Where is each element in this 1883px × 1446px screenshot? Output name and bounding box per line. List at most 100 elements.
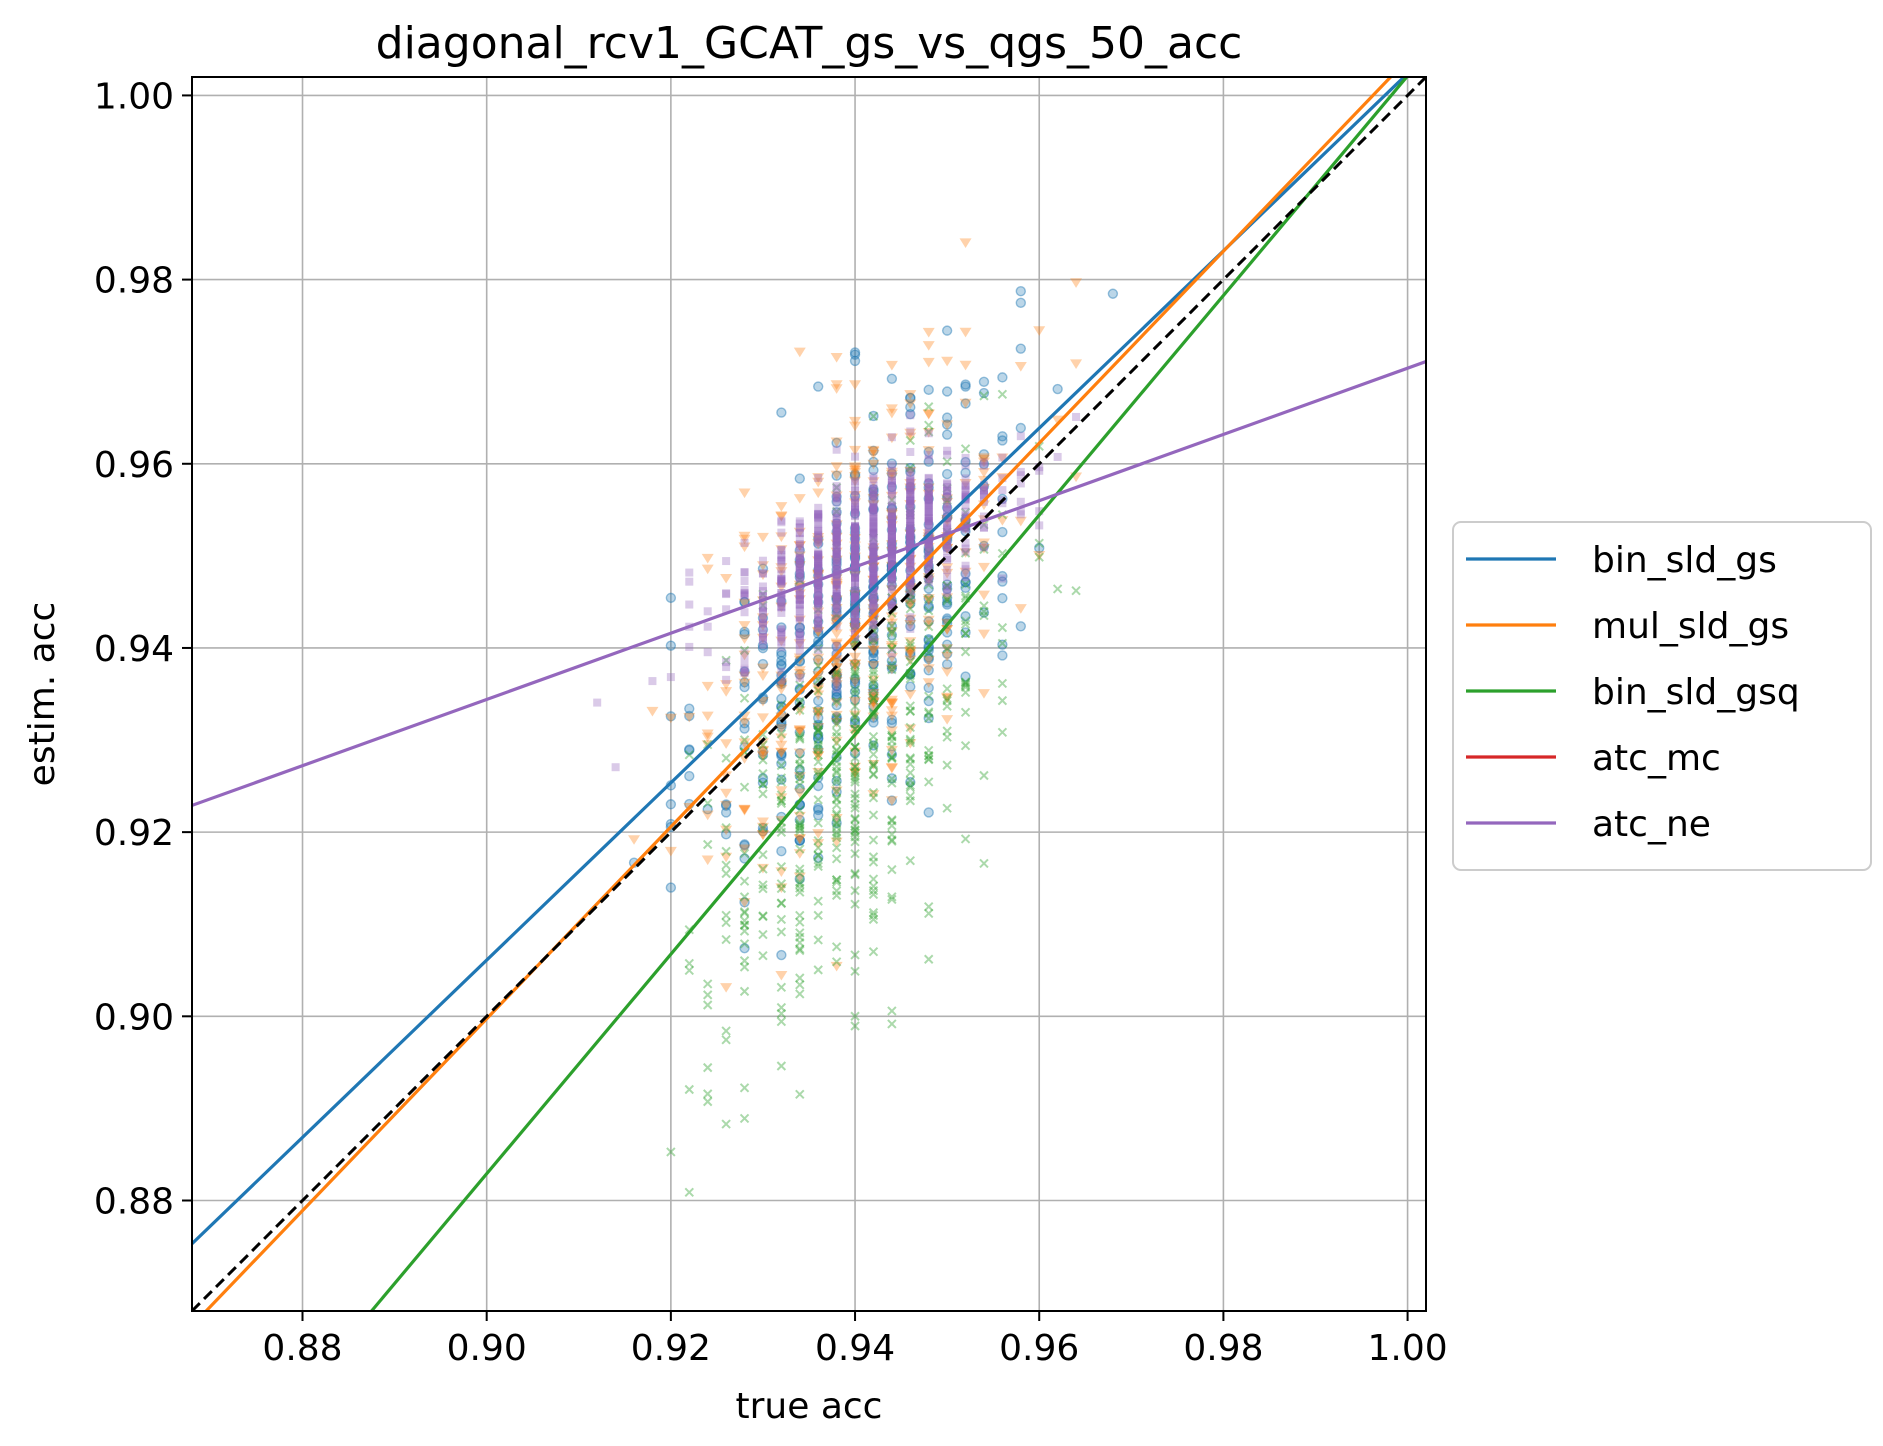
scatter-point bbox=[756, 830, 769, 840]
scatter-point bbox=[758, 911, 768, 922]
scatter-point bbox=[941, 563, 954, 573]
scatter-point bbox=[887, 544, 896, 553]
scatter-point bbox=[942, 457, 952, 467]
scatter-point bbox=[959, 327, 972, 338]
scatter-point bbox=[832, 528, 841, 537]
scatter-point bbox=[868, 669, 879, 680]
scatter-point bbox=[942, 803, 952, 813]
scatter-point bbox=[869, 594, 878, 603]
y-tick-label: 0.98 bbox=[94, 261, 174, 302]
scatter-point bbox=[922, 664, 935, 674]
scatter-point bbox=[868, 695, 879, 705]
scatter-point bbox=[814, 573, 823, 582]
scatter-point bbox=[851, 545, 860, 554]
scatter-point bbox=[887, 433, 896, 442]
scatter-point bbox=[851, 521, 860, 530]
scatter-point bbox=[887, 536, 896, 545]
scatter-point bbox=[869, 564, 878, 573]
scatter-point bbox=[813, 381, 824, 392]
scatter-point bbox=[813, 935, 823, 945]
scatter-point bbox=[887, 512, 896, 521]
scatter-point bbox=[831, 641, 842, 652]
scatter-point bbox=[756, 671, 769, 682]
scatter-point bbox=[924, 544, 933, 553]
x-axis-ticks: 0.88 0.90 0.92 0.94 0.96 0.98 1.00 bbox=[262, 1311, 1448, 1369]
scatter-point bbox=[703, 607, 712, 616]
scatter-point bbox=[740, 589, 749, 598]
scatter-point bbox=[832, 590, 841, 599]
scatter-point bbox=[941, 429, 953, 440]
scatter-point bbox=[887, 545, 896, 554]
scatter-point bbox=[887, 502, 896, 511]
scatter-point bbox=[721, 1119, 731, 1129]
scatter-point bbox=[943, 544, 952, 553]
scatter-point bbox=[978, 458, 990, 470]
scatter-point bbox=[869, 560, 878, 569]
scatter-point bbox=[868, 910, 879, 921]
scatter-point bbox=[721, 753, 731, 763]
scatter-point bbox=[777, 577, 786, 586]
scatter-point bbox=[905, 753, 916, 763]
scatter-point bbox=[887, 526, 896, 535]
scatter-point bbox=[850, 685, 860, 695]
scatter-point bbox=[795, 549, 804, 558]
scatter-point bbox=[777, 594, 786, 603]
scatter-point bbox=[849, 608, 862, 619]
scatter-point bbox=[887, 568, 896, 577]
scatter-point bbox=[922, 483, 935, 494]
scatter-point bbox=[832, 547, 841, 556]
scatter-point bbox=[850, 710, 860, 721]
scatter-point bbox=[941, 693, 954, 704]
scatter-point bbox=[885, 653, 898, 663]
scatter-point bbox=[924, 518, 933, 527]
scatter-point bbox=[941, 659, 953, 670]
scatter-point bbox=[849, 490, 862, 501]
scatter-point bbox=[830, 638, 843, 649]
scatter-point bbox=[869, 504, 878, 513]
scatter-point bbox=[851, 555, 860, 564]
scatter-point bbox=[813, 965, 823, 975]
scatter-point bbox=[851, 511, 860, 520]
scatter-point bbox=[813, 852, 824, 864]
scatter-point bbox=[923, 446, 934, 458]
scatter-point bbox=[906, 493, 915, 502]
scatter-point bbox=[887, 778, 897, 788]
scatter-point bbox=[924, 523, 933, 532]
scatter-point bbox=[830, 577, 843, 587]
scatter-point bbox=[924, 494, 933, 503]
scatter-point bbox=[887, 736, 897, 746]
scatter-point bbox=[831, 886, 842, 896]
scatter-point bbox=[977, 457, 990, 468]
scatter-point bbox=[869, 568, 878, 577]
scatter-point bbox=[777, 602, 786, 611]
scatter-point bbox=[869, 481, 878, 490]
scatter-point bbox=[775, 747, 788, 758]
scatter-point bbox=[831, 482, 842, 493]
scatter-point bbox=[867, 459, 880, 470]
scatter-point bbox=[869, 502, 878, 511]
scatter-point bbox=[941, 412, 953, 423]
scatter-point bbox=[887, 531, 896, 540]
scatter-point bbox=[738, 678, 751, 689]
scatter-point bbox=[830, 736, 843, 747]
scatter-point bbox=[868, 456, 879, 468]
scatter-point bbox=[850, 825, 860, 836]
scatter-point bbox=[924, 519, 933, 528]
scatter-point bbox=[942, 760, 952, 770]
scatter-point bbox=[885, 469, 898, 480]
scatter-point bbox=[832, 521, 841, 530]
scatter-point bbox=[758, 779, 768, 790]
scatter-point bbox=[887, 501, 896, 510]
scatter-point bbox=[868, 487, 879, 497]
scatter-point bbox=[959, 398, 972, 409]
scatter-point bbox=[906, 566, 915, 575]
scatter-point bbox=[905, 435, 916, 446]
scatter-point bbox=[832, 524, 841, 533]
scatter-point bbox=[867, 543, 880, 554]
scatter-point bbox=[832, 530, 841, 539]
scatter-point bbox=[979, 489, 988, 498]
scatter-point bbox=[776, 883, 787, 894]
scatter-point bbox=[777, 626, 786, 635]
scatter-point bbox=[814, 561, 823, 570]
scatter-point bbox=[758, 587, 767, 596]
